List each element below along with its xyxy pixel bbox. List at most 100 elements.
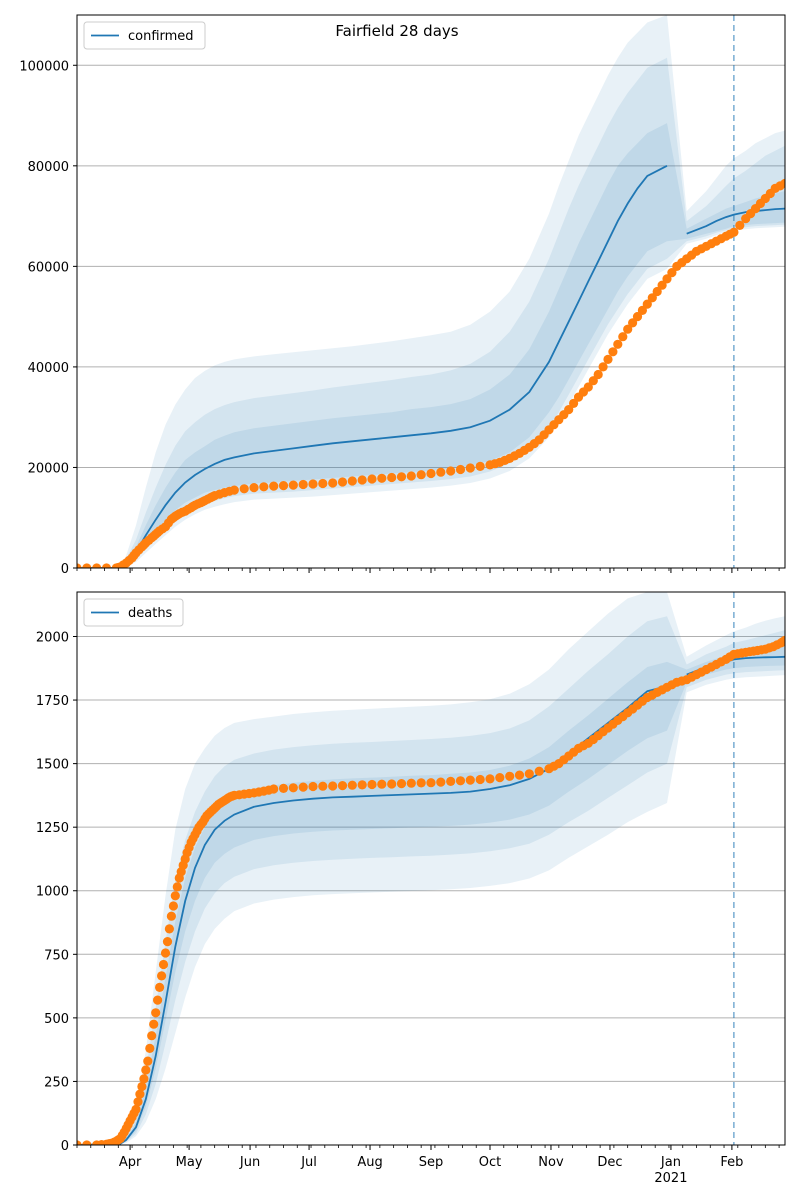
observed-point: [455, 776, 466, 786]
x-tick-label: May: [176, 1155, 203, 1170]
observed-point: [337, 477, 348, 487]
observed-point: [318, 781, 328, 791]
observed-point: [239, 484, 249, 494]
observed-point: [147, 1031, 157, 1041]
deaths-panel: 0 250 500 750 1000 1250 1500 1750 2000 Apr May Jun J…: [36, 591, 786, 1186]
observed-point: [729, 227, 739, 237]
band-80-area: [77, 57, 785, 568]
observed-point: [657, 280, 667, 290]
observed-point: [426, 468, 436, 479]
observed-point: [465, 463, 475, 473]
x-tick-label: Apr: [119, 1155, 142, 1170]
observed-point: [357, 475, 367, 485]
observed-point: [308, 781, 318, 792]
observed-point: [598, 362, 608, 372]
observed-point: [92, 563, 102, 568]
observed-point: [141, 1065, 151, 1075]
y-tick-label: 2000: [36, 630, 69, 645]
observed-point: [162, 937, 173, 947]
observed-point: [475, 774, 485, 785]
observed-point: [337, 781, 348, 791]
legend: confirmed: [83, 21, 206, 50]
observed-point: [514, 770, 525, 780]
observed-point: [426, 778, 436, 788]
observed-point: [667, 268, 677, 278]
observed-point: [647, 293, 657, 303]
observed-point: [166, 911, 176, 921]
observed-point: [347, 476, 357, 486]
observed-point: [534, 766, 544, 776]
observed-point: [455, 464, 466, 475]
observed-point: [475, 461, 485, 471]
observed-point: [269, 784, 279, 794]
legend-label: deaths: [128, 606, 173, 621]
observed-point: [377, 473, 387, 483]
median-line: [77, 164, 668, 568]
x-tick-label: Sep: [419, 1155, 444, 1170]
observed-point: [632, 312, 643, 322]
observed-point: [396, 779, 407, 789]
observed-point: [564, 405, 574, 415]
observed-point: [637, 305, 648, 315]
legend-label: confirmed: [128, 29, 194, 44]
observed-point: [298, 479, 308, 490]
y-tick-label: 40000: [28, 361, 69, 376]
observed-point: [603, 354, 613, 364]
observed-point: [328, 781, 338, 791]
x-tick-label: Jan: [660, 1155, 681, 1170]
observed-point: [387, 472, 397, 483]
x-tick-label: Jul: [300, 1155, 317, 1170]
observed-point: [642, 299, 652, 309]
confirmed-panel: 0 20000 40000 60000 80000 100000 confirmed: [19, 14, 786, 577]
y-tick-label: 1250: [36, 821, 69, 836]
observed-point: [485, 774, 495, 784]
plot-area: [77, 15, 785, 568]
y-tick-label: 100000: [19, 59, 69, 74]
observed-point: [593, 369, 603, 380]
observed-point: [308, 479, 318, 489]
observed-point: [662, 274, 672, 284]
observed-point: [613, 339, 623, 349]
observed-point: [652, 286, 662, 297]
observed-point: [436, 467, 446, 477]
observed-point: [406, 778, 416, 788]
observed-point: [145, 1043, 155, 1053]
observed-point: [160, 948, 171, 958]
observed-point: [149, 1019, 159, 1029]
observed-point: [288, 480, 298, 490]
y-tick-label: 60000: [28, 260, 69, 275]
y-tick-label: 20000: [28, 461, 69, 476]
observed-point: [623, 324, 633, 334]
observed-point: [143, 1056, 153, 1066]
x-tick-label: Oct: [479, 1155, 501, 1170]
observed-point: [377, 779, 387, 789]
y-tick-label: 1500: [36, 758, 69, 773]
observed-point: [77, 563, 82, 568]
observed-point: [735, 220, 745, 230]
observed-point: [780, 635, 785, 645]
observed-point: [164, 924, 174, 934]
observed-point: [318, 478, 328, 489]
observed-point: [505, 771, 515, 781]
x-tick-label: Jun: [239, 1155, 260, 1170]
observed-point: [347, 780, 357, 790]
observed-point: [151, 1008, 161, 1018]
observed-point: [465, 775, 475, 785]
observed-point: [588, 376, 598, 386]
band-95-area: [77, 15, 785, 568]
y-tick-label: 750: [44, 948, 69, 963]
observed-point: [416, 778, 426, 788]
observed-point: [387, 779, 397, 789]
observed-point: [367, 779, 377, 790]
y-tick-label: 500: [44, 1012, 69, 1027]
observed-point: [153, 995, 163, 1005]
observed-point: [158, 959, 169, 970]
band-50-area: [77, 646, 785, 1145]
observed-point: [77, 1140, 82, 1145]
observed-point: [82, 1140, 92, 1145]
observed-point: [168, 901, 178, 911]
observed-point: [446, 776, 456, 787]
observed-point: [269, 481, 279, 491]
observed-point: [524, 769, 534, 779]
